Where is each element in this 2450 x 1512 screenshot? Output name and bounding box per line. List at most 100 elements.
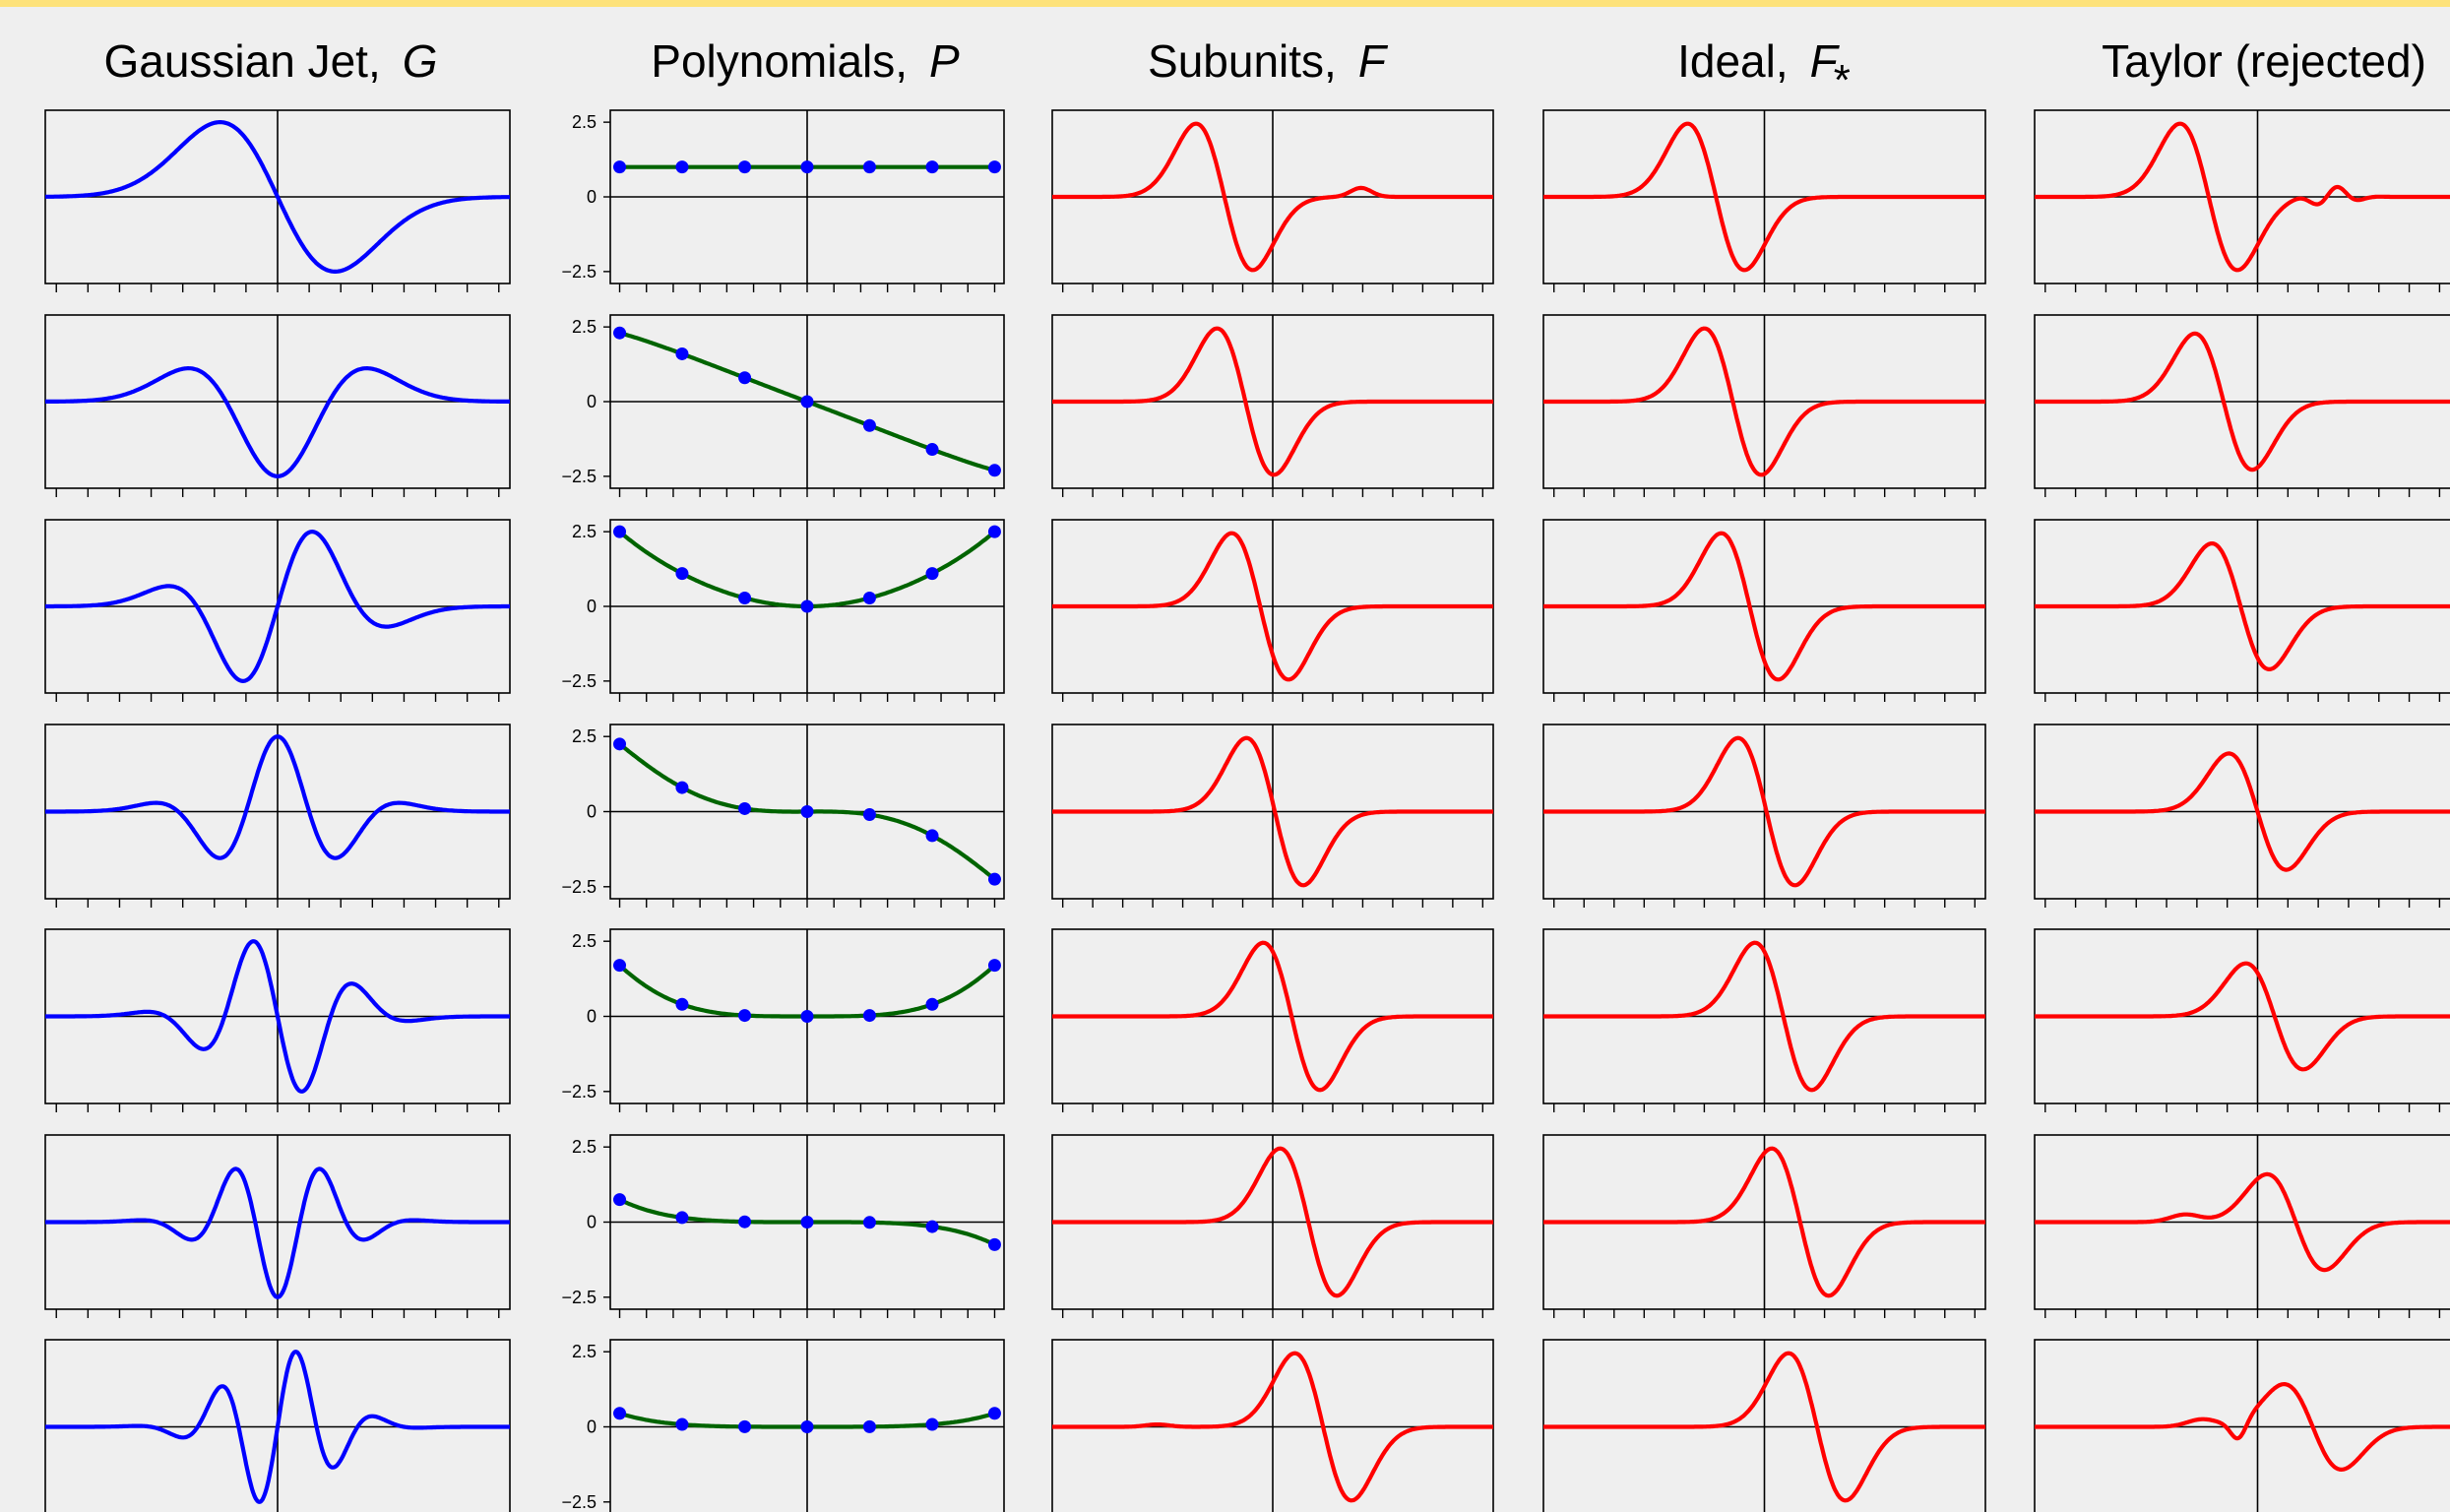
series-line [45, 734, 510, 860]
panel-taylor-row3 [2034, 519, 2450, 702]
y-tick-label: −2.5 [561, 1492, 597, 1512]
data-point [862, 1216, 876, 1229]
data-point [738, 801, 752, 815]
y-tick-label: 2.5 [572, 317, 597, 337]
series-line [1543, 1351, 1985, 1503]
series-line [2035, 541, 2450, 671]
column-title-1: Polynomials, P [651, 35, 960, 87]
y-tick-label: 2.5 [572, 522, 597, 541]
panel-gaussian_jet-row3 [44, 519, 511, 702]
panel-ideal-row3 [1542, 519, 1986, 702]
data-point [862, 418, 876, 432]
y-tick-label: 2.5 [572, 112, 597, 132]
data-point [675, 160, 689, 174]
data-point [925, 1220, 939, 1233]
column-title-symbol: F [1358, 35, 1389, 87]
data-point [800, 1010, 814, 1023]
y-tick-label: −2.5 [561, 262, 597, 282]
series-line [45, 120, 510, 274]
panel-polynomials-row1: 2.5 0 −2.5 [561, 109, 1005, 292]
column-title-text: Gaussian Jet, [103, 35, 380, 87]
column-title-subscript: * [1834, 56, 1851, 104]
column-title-0: Gaussian Jet, G [103, 35, 437, 87]
y-tick-label: −2.5 [561, 467, 597, 486]
panel-ideal-row1 [1542, 109, 1986, 292]
data-point [800, 395, 814, 409]
y-tick-label: 0 [587, 187, 597, 207]
y-tick-label: 2.5 [572, 1342, 597, 1361]
panel-taylor-row4 [2034, 724, 2450, 908]
panel-gaussian_jet-row6 [44, 1134, 511, 1318]
series-line [2035, 331, 2450, 472]
panel-taylor-row6 [2034, 1134, 2450, 1318]
data-point [613, 326, 627, 340]
data-point [925, 160, 939, 174]
data-point [987, 525, 1001, 538]
series-line [1052, 940, 1493, 1093]
data-point [675, 346, 689, 360]
data-point [800, 599, 814, 613]
series-line [1543, 326, 1985, 477]
y-tick-label: −2.5 [561, 1288, 597, 1307]
data-point [800, 1216, 814, 1228]
series-line [2035, 1171, 2450, 1273]
series-line [1052, 1146, 1493, 1298]
series-line [2035, 121, 2450, 273]
column-title-text: Subunits, [1148, 35, 1337, 87]
series-line [1052, 1351, 1493, 1503]
panel-subunits-row5 [1051, 928, 1494, 1112]
data-point [862, 160, 876, 174]
y-tick-label: 0 [587, 597, 597, 616]
panel-taylor-row5 [2034, 928, 2450, 1112]
data-point [613, 1193, 627, 1207]
y-tick-label: 2.5 [572, 726, 597, 746]
panel-polynomials-row2: 2.5 0 −2.5 [561, 314, 1005, 497]
series-line [1543, 531, 1985, 682]
series-line [1543, 121, 1985, 273]
panel-taylor-row7 [2034, 1339, 2450, 1512]
panel-gaussian_jet-row4 [44, 724, 511, 908]
data-point [738, 592, 752, 605]
data-point [613, 525, 627, 538]
column-title-2: Subunits, F [1148, 35, 1389, 87]
series-line [1052, 326, 1493, 477]
data-point [613, 959, 627, 973]
data-point [675, 781, 689, 794]
panel-gaussian_jet-row1 [44, 109, 511, 292]
panel-polynomials-row6: 2.5 0 −2.5 [561, 1134, 1005, 1318]
series-line [1543, 940, 1985, 1093]
series-line [2035, 961, 2450, 1072]
y-tick-label: 2.5 [572, 1137, 597, 1157]
data-point [925, 997, 939, 1011]
panel-gaussian_jet-row5 [44, 928, 511, 1112]
data-point [738, 371, 752, 385]
series-line [2035, 1382, 2450, 1472]
y-tick-label: 0 [587, 1418, 597, 1437]
panel-ideal-row4 [1542, 724, 1986, 908]
data-point [738, 1215, 752, 1228]
data-point [675, 1211, 689, 1225]
y-tick-label: 0 [587, 392, 597, 411]
panel-polynomials-row5: 2.5 0 −2.5 [561, 928, 1005, 1112]
data-point [862, 592, 876, 605]
y-tick-label: 0 [587, 1007, 597, 1027]
data-point [925, 829, 939, 843]
column-title-symbol: G [403, 35, 438, 87]
panel-subunits-row3 [1051, 519, 1494, 702]
series-line [45, 1166, 510, 1299]
y-tick-label: −2.5 [561, 671, 597, 691]
column-title-text: Ideal, [1677, 35, 1789, 87]
data-point [613, 737, 627, 751]
column-title-text: Taylor (rejected) [2102, 35, 2426, 87]
panel-ideal-row5 [1542, 928, 1986, 1112]
data-point [987, 872, 1001, 886]
y-tick-label: −2.5 [561, 1082, 597, 1102]
y-tick-label: −2.5 [561, 877, 597, 897]
series-line [2035, 751, 2450, 872]
column-title-symbol: P [929, 35, 960, 87]
panel-ideal-row6 [1542, 1134, 1986, 1318]
column-title-text: Polynomials, [651, 35, 908, 87]
y-tick-label: 0 [587, 802, 597, 822]
data-point [987, 959, 1001, 973]
